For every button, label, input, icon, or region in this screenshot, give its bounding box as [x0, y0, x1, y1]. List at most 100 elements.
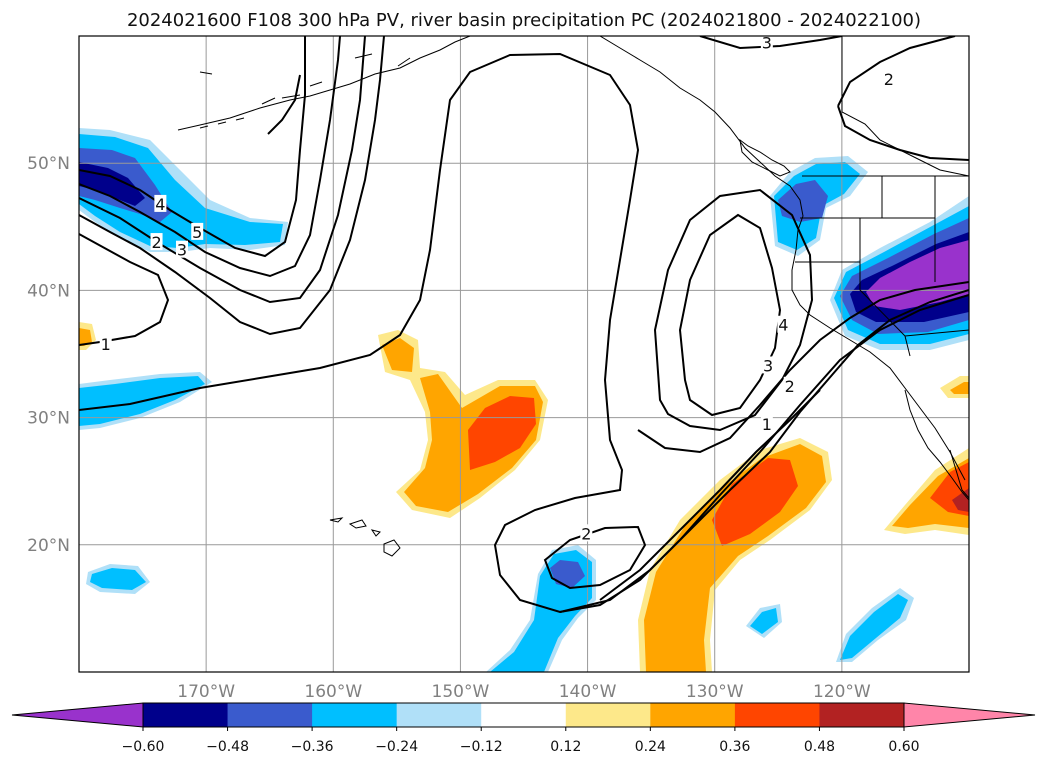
colorbar-segment	[396, 703, 482, 727]
x-tick-label: 120°W	[813, 682, 871, 702]
pv-contour-2-east	[559, 289, 969, 613]
pv-contour-2	[79, 52, 969, 614]
precip-region-central	[382, 338, 414, 372]
y-tick-label: 40°N	[27, 281, 70, 301]
colorbar: −0.60 −0.48 −0.36 −0.24 −0.12 0.12 0.24 0.36 0.4…	[11, 702, 1036, 755]
colorbar-tick-label: −0.60	[122, 739, 165, 755]
contour-label: 3	[762, 33, 772, 52]
contour-label: 1	[101, 335, 111, 354]
contour-label-bg	[777, 315, 790, 333]
colorbar-segment	[819, 703, 905, 727]
contour-label: 2	[151, 233, 161, 252]
colorbar-tick-label: −0.48	[206, 739, 249, 755]
colorbar-segment	[565, 703, 651, 727]
precip-region-left-edge	[79, 328, 92, 346]
pv-contour-1-east	[599, 389, 821, 601]
contour-label: 1	[762, 415, 772, 434]
y-tick-label: 50°N	[27, 154, 70, 174]
border-alaska-canada	[841, 36, 969, 177]
island-hawaii	[329, 517, 401, 557]
contour-label: 4	[155, 195, 165, 214]
y-tick-label: 20°N	[27, 536, 70, 556]
pv-contour-2-northeast	[837, 36, 956, 107]
precip-region-pacific-nw	[778, 180, 828, 222]
pv-contour-3-east	[637, 281, 969, 454]
colorbar-tick-label: −0.36	[291, 739, 334, 755]
x-tick-label: 130°W	[686, 682, 744, 702]
contour-label-bg	[760, 36, 773, 51]
colorbar-extend-max	[903, 702, 1036, 728]
pv-contour-3-outer	[79, 36, 385, 336]
contour-label: 2	[884, 70, 894, 89]
colorbar-segment	[481, 703, 567, 727]
precip-region-central	[468, 396, 536, 470]
colorbar-frame	[142, 702, 905, 728]
x-tick-label: 140°W	[559, 682, 617, 702]
x-axis-tick-labels: 170°W 160°W 150°W 140°W 130°W 120°W	[177, 682, 871, 702]
contour-label-bg	[99, 334, 112, 352]
colorbar-tick-label: 0.60	[888, 739, 919, 755]
colorbar-tick-label: −0.24	[375, 739, 418, 755]
contour-label: 2	[581, 524, 591, 543]
precip-region-california	[866, 240, 969, 310]
colorbar-tick-label: 0.36	[719, 739, 750, 755]
contour-label-bg	[762, 356, 775, 374]
chart-title: 2024021600 F108 300 hPa PV, river basin …	[127, 10, 921, 31]
colorbar-segment	[650, 703, 736, 727]
pv-contour-4	[79, 36, 341, 278]
contour-label-bg	[150, 233, 163, 251]
pv-contour-5	[79, 36, 306, 258]
contour-label-bg	[882, 70, 895, 88]
precip-region-south-blob	[840, 594, 908, 660]
pv-contour-2-northeast-b	[837, 105, 969, 161]
x-tick-label: 150°W	[432, 682, 490, 702]
contour-label-bg	[191, 222, 204, 240]
colorbar-extend-min	[11, 702, 144, 728]
border-states	[795, 176, 969, 357]
aleutian-islands	[199, 117, 245, 129]
contour-label: 3	[177, 241, 187, 260]
coastline-vancouver-island	[739, 138, 791, 177]
coastline-alaska	[177, 36, 471, 131]
coastline-baja	[904, 389, 969, 501]
coastlines	[177, 36, 969, 557]
precip-region-mexico	[952, 488, 969, 512]
precip-region-mexico	[950, 382, 969, 394]
contour-label: 3	[763, 356, 773, 375]
contour-label: 4	[778, 316, 788, 335]
map-background	[79, 36, 969, 672]
pv-contour-3-top	[699, 36, 843, 50]
pv-contour-4-east	[678, 213, 782, 417]
colorbar-segment	[143, 703, 229, 727]
contour-label-bg	[783, 376, 796, 394]
colorbar-segment	[312, 703, 398, 727]
colorbar-tick-label: 0.12	[550, 739, 581, 755]
gridlines	[79, 36, 969, 672]
pv-contour-3-east-ring	[653, 188, 814, 432]
contour-label-bg	[175, 240, 188, 258]
colorbar-tick-label: −0.12	[460, 739, 503, 755]
map-frame	[78, 35, 970, 673]
pv-contour-3-upper-left	[267, 74, 301, 135]
y-axis-tick-labels: 20°N 30°N 40°N 50°N	[27, 154, 70, 556]
contour-label-bg	[580, 524, 593, 542]
colorbar-segment	[227, 703, 313, 727]
contour-label: 2	[785, 377, 795, 396]
contour-label-bg	[154, 194, 167, 212]
colorbar-tick-label: 0.24	[635, 739, 666, 755]
coastline-alaska	[199, 53, 411, 105]
precip-shading	[79, 128, 969, 672]
colorbar-segment	[734, 703, 820, 727]
precip-region-southeast	[712, 458, 798, 546]
precip-region-17n	[90, 568, 146, 590]
coastline-mexico	[949, 449, 969, 499]
contour-label: 5	[192, 223, 202, 242]
x-tick-label: 170°W	[177, 682, 235, 702]
contour-label-bg	[760, 414, 773, 432]
x-tick-label: 160°W	[304, 682, 362, 702]
precip-region-south-blob	[750, 608, 778, 634]
colorbar-tick-label: 0.48	[804, 739, 835, 755]
y-tick-label: 30°N	[27, 409, 70, 429]
